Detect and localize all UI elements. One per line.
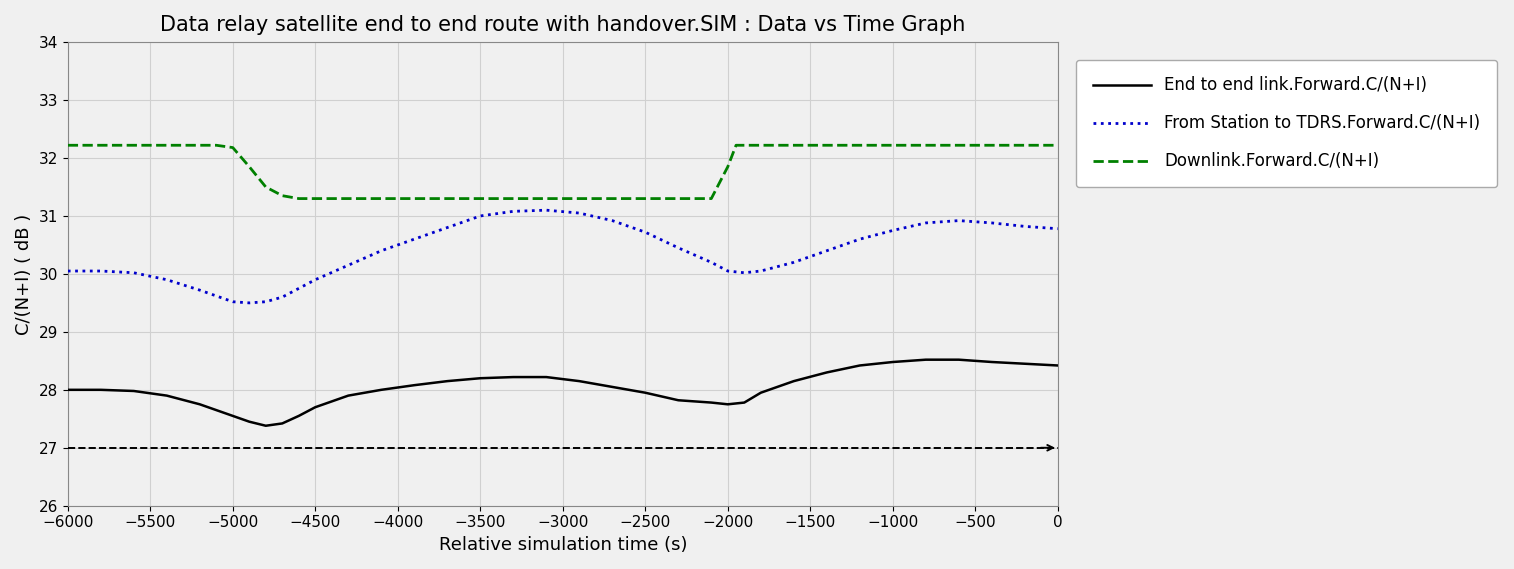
From Station to TDRS.Forward.C/(N+I) [916,220,934,226]
From Station to TDRS.Forward.C/(N+I) [537,207,556,213]
Line: Downlink.Forward.C/(N+I): Downlink.Forward.C/(N+I) [68,145,1058,199]
Downlink.Forward.C/(N+I) [289,195,307,202]
From Station to TDRS.Forward.C/(N+I) [406,236,424,242]
From Station to TDRS.Forward.C/(N+I) [306,277,324,283]
End to end link.Forward.C/(N+I) [851,362,869,369]
From Station to TDRS.Forward.C/(N+I) [851,236,869,242]
From Station to TDRS.Forward.C/(N+I) [1016,223,1034,230]
Downlink.Forward.C/(N+I) [59,142,77,149]
Downlink.Forward.C/(N+I) [1049,142,1067,149]
From Station to TDRS.Forward.C/(N+I) [224,298,242,305]
Downlink.Forward.C/(N+I) [224,144,242,151]
End to end link.Forward.C/(N+I) [636,389,654,396]
From Station to TDRS.Forward.C/(N+I) [983,220,1001,226]
End to end link.Forward.C/(N+I) [784,378,802,385]
End to end link.Forward.C/(N+I) [406,382,424,389]
From Station to TDRS.Forward.C/(N+I) [884,227,902,234]
From Station to TDRS.Forward.C/(N+I) [92,267,111,274]
End to end link.Forward.C/(N+I) [224,413,242,419]
Downlink.Forward.C/(N+I) [273,192,291,199]
End to end link.Forward.C/(N+I) [752,389,771,396]
From Station to TDRS.Forward.C/(N+I) [949,217,967,224]
End to end link.Forward.C/(N+I) [241,418,259,425]
From Station to TDRS.Forward.C/(N+I) [636,229,654,236]
From Station to TDRS.Forward.C/(N+I) [289,285,307,292]
End to end link.Forward.C/(N+I) [504,374,522,381]
From Station to TDRS.Forward.C/(N+I) [471,213,489,220]
Legend: End to end link.Forward.C/(N+I), From Station to TDRS.Forward.C/(N+I), Downlink.: End to end link.Forward.C/(N+I), From St… [1076,60,1497,187]
Downlink.Forward.C/(N+I) [207,142,226,149]
From Station to TDRS.Forward.C/(N+I) [372,248,391,254]
End to end link.Forward.C/(N+I) [571,378,589,385]
From Station to TDRS.Forward.C/(N+I) [702,259,721,266]
End to end link.Forward.C/(N+I) [273,420,291,427]
From Station to TDRS.Forward.C/(N+I) [752,267,771,274]
From Station to TDRS.Forward.C/(N+I) [504,208,522,215]
From Station to TDRS.Forward.C/(N+I) [273,294,291,300]
End to end link.Forward.C/(N+I) [537,374,556,381]
End to end link.Forward.C/(N+I) [339,392,357,399]
From Station to TDRS.Forward.C/(N+I) [257,298,276,305]
End to end link.Forward.C/(N+I) [1049,362,1067,369]
End to end link.Forward.C/(N+I) [191,401,209,408]
End to end link.Forward.C/(N+I) [702,399,721,406]
End to end link.Forward.C/(N+I) [603,384,621,390]
From Station to TDRS.Forward.C/(N+I) [124,269,142,276]
From Station to TDRS.Forward.C/(N+I) [571,209,589,216]
End to end link.Forward.C/(N+I) [372,386,391,393]
From Station to TDRS.Forward.C/(N+I) [157,277,176,283]
Title: Data relay satellite end to end route with handover.SIM : Data vs Time Graph: Data relay satellite end to end route wi… [160,15,966,35]
From Station to TDRS.Forward.C/(N+I) [736,269,754,276]
From Station to TDRS.Forward.C/(N+I) [669,245,687,251]
From Station to TDRS.Forward.C/(N+I) [241,299,259,306]
From Station to TDRS.Forward.C/(N+I) [59,267,77,274]
Y-axis label: C/(N+I) ( dB ): C/(N+I) ( dB ) [15,213,33,335]
End to end link.Forward.C/(N+I) [59,386,77,393]
From Station to TDRS.Forward.C/(N+I) [818,248,836,254]
End to end link.Forward.C/(N+I) [916,356,934,363]
End to end link.Forward.C/(N+I) [92,386,111,393]
Downlink.Forward.C/(N+I) [727,142,745,149]
X-axis label: Relative simulation time (s): Relative simulation time (s) [439,536,687,554]
Line: From Station to TDRS.Forward.C/(N+I): From Station to TDRS.Forward.C/(N+I) [68,210,1058,303]
Downlink.Forward.C/(N+I) [191,142,209,149]
End to end link.Forward.C/(N+I) [884,358,902,365]
End to end link.Forward.C/(N+I) [669,397,687,403]
From Station to TDRS.Forward.C/(N+I) [784,259,802,266]
End to end link.Forward.C/(N+I) [157,392,176,399]
Downlink.Forward.C/(N+I) [241,163,259,170]
From Station to TDRS.Forward.C/(N+I) [719,267,737,274]
End to end link.Forward.C/(N+I) [306,404,324,411]
Downlink.Forward.C/(N+I) [686,195,704,202]
From Station to TDRS.Forward.C/(N+I) [191,287,209,294]
Downlink.Forward.C/(N+I) [719,163,737,170]
From Station to TDRS.Forward.C/(N+I) [603,217,621,224]
Downlink.Forward.C/(N+I) [702,195,721,202]
From Station to TDRS.Forward.C/(N+I) [1049,225,1067,232]
End to end link.Forward.C/(N+I) [983,358,1001,365]
End to end link.Forward.C/(N+I) [736,399,754,406]
Downlink.Forward.C/(N+I) [257,184,276,191]
End to end link.Forward.C/(N+I) [471,375,489,382]
End to end link.Forward.C/(N+I) [1016,360,1034,367]
From Station to TDRS.Forward.C/(N+I) [438,224,456,231]
End to end link.Forward.C/(N+I) [124,387,142,394]
End to end link.Forward.C/(N+I) [949,356,967,363]
End to end link.Forward.C/(N+I) [719,401,737,408]
Line: End to end link.Forward.C/(N+I): End to end link.Forward.C/(N+I) [68,360,1058,426]
End to end link.Forward.C/(N+I) [289,413,307,419]
End to end link.Forward.C/(N+I) [438,378,456,385]
From Station to TDRS.Forward.C/(N+I) [339,262,357,269]
End to end link.Forward.C/(N+I) [257,422,276,429]
Downlink.Forward.C/(N+I) [306,195,324,202]
End to end link.Forward.C/(N+I) [818,369,836,376]
